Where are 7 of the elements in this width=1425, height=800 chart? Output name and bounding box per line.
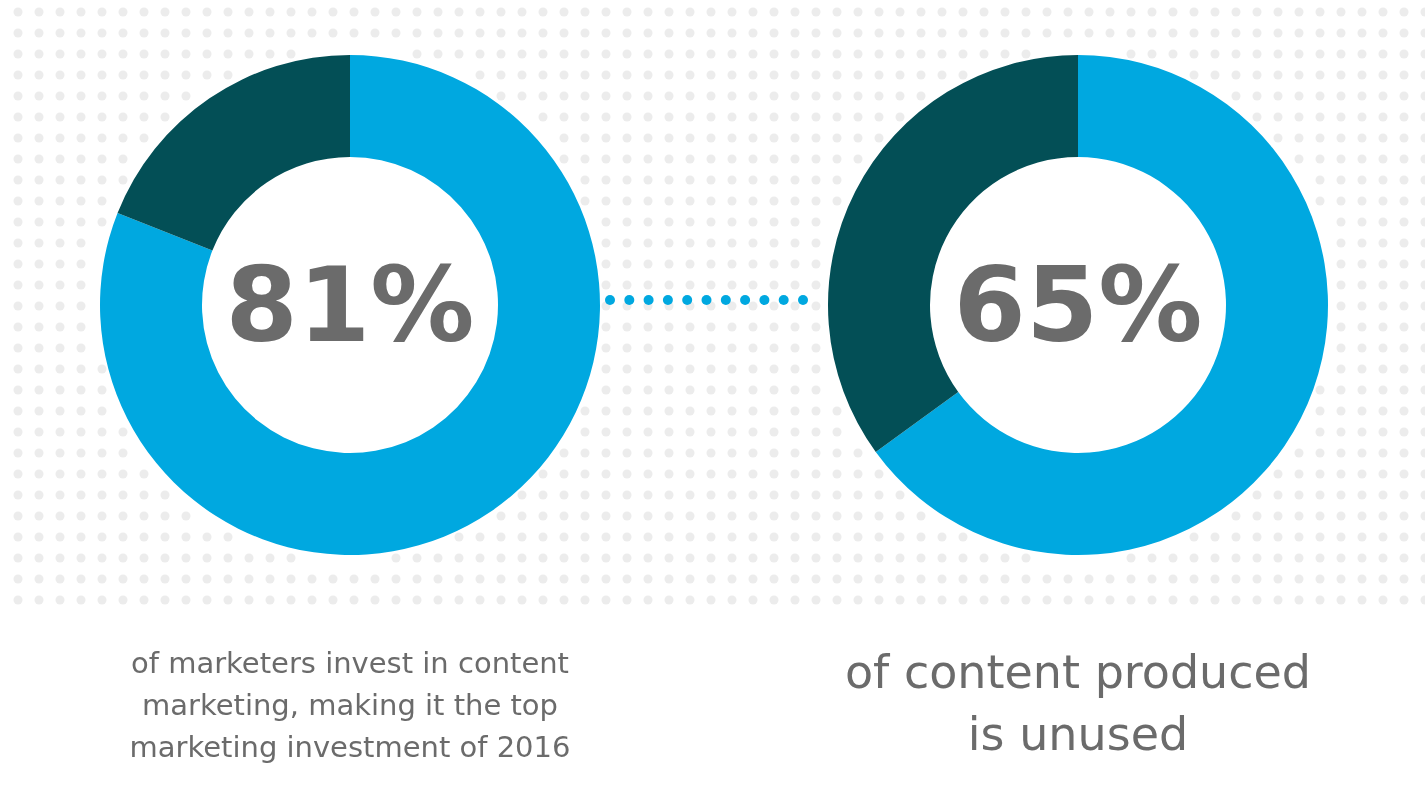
text: of content produced is unused bbox=[844, 645, 1312, 761]
text: of marketers invest in content marketing, making it the top marketing investment of 2016 bbox=[129, 646, 571, 764]
donut-slice bbox=[875, 55, 1328, 555]
text: 81% bbox=[225, 244, 475, 366]
donut-slice bbox=[117, 55, 350, 251]
donut-slice bbox=[100, 55, 600, 555]
text: 65% bbox=[953, 244, 1203, 366]
